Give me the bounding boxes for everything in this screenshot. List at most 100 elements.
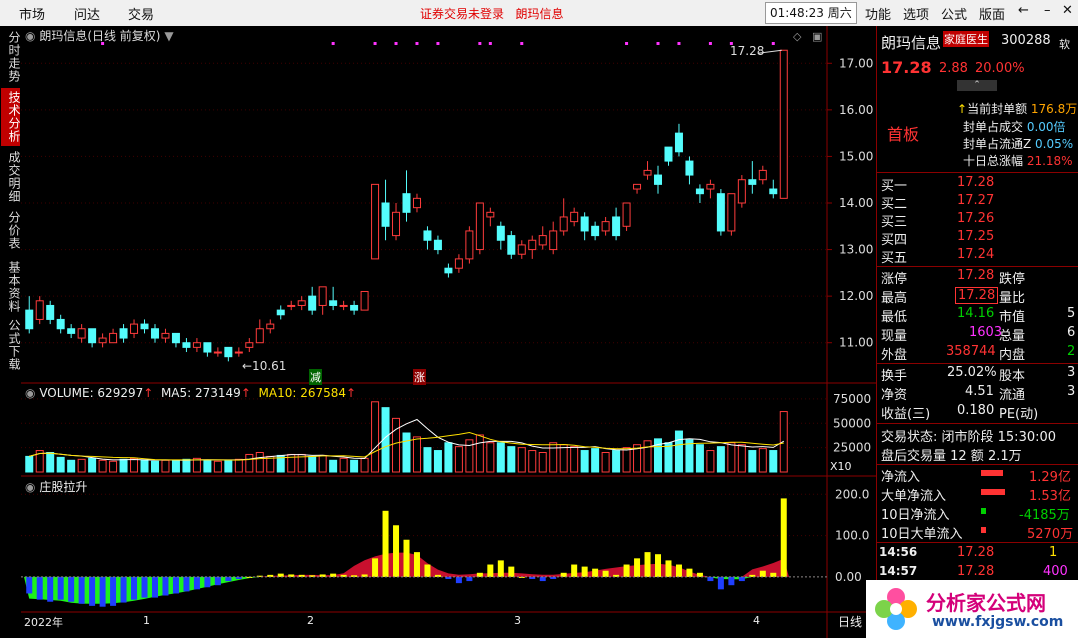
volume-bar xyxy=(130,457,139,473)
collapse-icon[interactable]: ⌃ xyxy=(957,80,997,91)
trade-login-notice[interactable]: 证券交易未登录 xyxy=(420,7,505,21)
volume-bar xyxy=(695,444,704,473)
settings-icon[interactable]: ◉ xyxy=(25,480,36,494)
candle-down xyxy=(171,332,180,344)
candle-down xyxy=(664,146,673,162)
diamond-icon[interactable]: ◇ xyxy=(793,30,802,43)
candle-up xyxy=(255,328,264,344)
indicator-axis-label: 100.0 xyxy=(835,529,869,543)
signal-dot xyxy=(488,42,492,45)
bid-1-price[interactable]: 17.28 xyxy=(957,175,995,190)
candle-up xyxy=(318,286,327,306)
indicator-bar xyxy=(581,566,588,577)
turnover-label: 换手 xyxy=(881,369,908,384)
ten-day-net-inflow-value: -4185万 xyxy=(1019,508,1070,523)
candle-up xyxy=(245,342,254,348)
big-net-inflow-label: 大单净流入 xyxy=(881,489,947,504)
ten-day-net-inflow-label: 10日净流入 xyxy=(881,508,950,523)
volume-bar xyxy=(654,438,663,473)
indicator-name: 庄股拉升 xyxy=(39,480,88,494)
tab-intraday[interactable]: 分时走势 xyxy=(7,31,21,83)
volume-bar xyxy=(308,455,317,473)
indicator-bar xyxy=(330,573,337,577)
indicator-bar xyxy=(183,576,190,592)
x-label-feb: 2 xyxy=(307,614,314,627)
indicator-bar xyxy=(68,576,75,602)
ma5-value: MA5: 273149 xyxy=(160,386,241,400)
window-toggle-icon[interactable]: ▣ xyxy=(812,30,823,43)
candle-up xyxy=(779,49,788,199)
settings-icon[interactable]: ◉ xyxy=(25,29,36,43)
menu-function[interactable]: 功能 xyxy=(865,8,892,23)
low-price-label: ←10.61 xyxy=(242,359,287,373)
candle-up xyxy=(475,202,484,251)
candle-up xyxy=(392,211,401,237)
volume-bar xyxy=(716,446,725,473)
volume-bar xyxy=(192,457,201,473)
bid-1-label: 买一 xyxy=(881,179,908,194)
tab-price-table[interactable]: 分价表 xyxy=(7,211,21,250)
volume-bar xyxy=(454,446,463,473)
indicator-bar xyxy=(193,576,200,590)
volume-bar xyxy=(161,459,170,473)
volume-bar xyxy=(224,459,233,473)
settings-icon[interactable]: ◉ xyxy=(25,386,36,400)
low-label: 最低 xyxy=(881,310,908,325)
volume-bar xyxy=(538,452,547,473)
candle-down xyxy=(654,174,663,185)
bid-5-price[interactable]: 17.24 xyxy=(957,247,995,262)
indicator-bar xyxy=(696,572,703,577)
volume-axis-label: 75000 xyxy=(833,392,871,406)
software-tag[interactable]: 软 xyxy=(1059,38,1070,51)
volume-bar xyxy=(444,442,453,473)
limit-down-label: 跌停 xyxy=(999,272,1026,287)
tab-formula-download[interactable]: 公式下载 xyxy=(7,319,21,371)
menu-market[interactable]: 市场 xyxy=(19,8,46,23)
quote-panel: 朗玛信息 家庭医生 300288 软 17.28 2.88 20.00% ⌃ 首… xyxy=(876,26,1078,638)
tab-basic-info[interactable]: 基本资料 xyxy=(7,261,21,313)
bid-4-price[interactable]: 17.25 xyxy=(957,229,995,244)
close-icon[interactable]: ✕ xyxy=(1062,3,1073,18)
volume-legend: ◉ VOLUME: 629297↑ MA5: 273149↑ MA10: 267… xyxy=(25,386,356,400)
tab-technical-analysis[interactable]: 技术分析 xyxy=(1,88,21,146)
stock-code: 300288 xyxy=(1001,33,1051,48)
indicator-bar xyxy=(214,576,221,586)
menu-formula[interactable]: 公式 xyxy=(941,8,968,23)
volume-bar xyxy=(496,442,505,473)
volume-bar xyxy=(528,450,537,473)
menu-trade[interactable]: 交易 xyxy=(128,8,155,23)
volume-bar xyxy=(601,452,610,473)
bid-2-price[interactable]: 17.27 xyxy=(957,193,995,208)
minimize-icon[interactable]: – xyxy=(1044,3,1051,18)
chevron-down-icon[interactable]: ▼ xyxy=(164,29,174,43)
limit-down-marker[interactable]: 减 xyxy=(309,369,322,385)
high-value: 17.28 xyxy=(955,287,999,304)
concept-tag[interactable]: 家庭医生 xyxy=(943,31,989,47)
bid-4-label: 买四 xyxy=(881,233,908,248)
first-board-label: 首板 xyxy=(887,125,920,144)
indicator-bar xyxy=(529,576,536,579)
seal-ratio-trade: 封单占成交 0.00倍 xyxy=(963,120,1066,134)
indicator-bar xyxy=(172,576,179,594)
candle-down xyxy=(507,235,516,255)
indicator-bar xyxy=(728,576,735,586)
menu-layout[interactable]: 版面 xyxy=(979,8,1006,23)
indicator-bar xyxy=(602,570,609,577)
bid-3-price[interactable]: 17.26 xyxy=(957,211,995,226)
limit-up-marker[interactable]: 涨 xyxy=(413,369,426,385)
chart-title: ◉ 朗玛信息(日线 前复权) ▼ xyxy=(25,27,174,44)
candle-down xyxy=(381,202,390,227)
indicator-axis-label: 200.0 xyxy=(835,487,869,501)
menu-options[interactable]: 选项 xyxy=(903,8,930,23)
price-axis-label: 12.00 xyxy=(839,289,873,303)
volume-bar xyxy=(46,452,55,473)
menu-quote[interactable]: 问达 xyxy=(74,8,101,23)
volume-bar xyxy=(737,444,746,473)
tab-trade-detail[interactable]: 成交明细 xyxy=(7,151,21,203)
kline-chart[interactable]: 17.00 16.00 15.00 14.00 13.00 12.00 11.00 75000… xyxy=(21,26,876,638)
indicator-bar xyxy=(393,525,400,577)
period-selector[interactable]: 日线 xyxy=(838,615,863,629)
back-icon[interactable]: ← xyxy=(1018,3,1029,18)
candle-down xyxy=(674,132,683,153)
volume-bar xyxy=(591,448,600,473)
